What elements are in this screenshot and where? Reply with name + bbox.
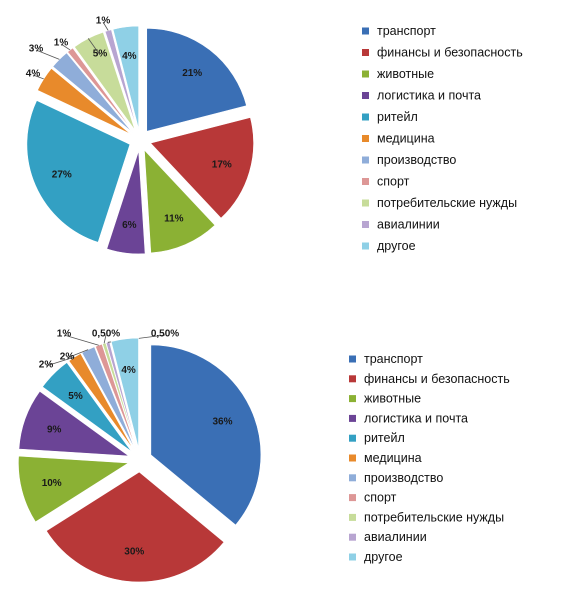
pie1-data-label: 3% — [29, 44, 44, 55]
pie2-legend-swatch — [349, 375, 356, 383]
pie1-legend-item: финансы и безопасность — [377, 46, 523, 60]
pie2-data-label: 36% — [212, 417, 232, 428]
pie2-data-label: 30% — [124, 547, 144, 558]
pie2-legend-item: потребительские нужды — [364, 510, 504, 524]
pie2-legend-item: логистика и почта — [364, 411, 468, 425]
pie1-slice-другое — [112, 25, 139, 130]
pie1-data-label: 4% — [26, 69, 41, 80]
pie1-legend-swatch — [362, 70, 369, 78]
pie1-legend-swatch — [362, 242, 369, 250]
pie2-legend-item: авиалинии — [364, 530, 427, 544]
pie2-data-label: 0,50% — [151, 329, 179, 340]
pie1-legend-item: другое — [377, 239, 416, 253]
pie1-legend-swatch — [362, 199, 369, 207]
pie1-slice-авиалинии — [104, 29, 138, 130]
pie1-data-label: 1% — [54, 38, 69, 49]
pie2-slice-логистика-и-почта — [18, 390, 130, 457]
pie1-legend-swatch — [362, 135, 369, 142]
pie1-data-label: 1% — [96, 16, 111, 27]
pie1-legend-swatch — [362, 156, 369, 164]
pie2-leader-line — [66, 349, 89, 359]
pie2-legend-item: животные — [364, 392, 421, 406]
pie2-leader-line — [45, 356, 75, 367]
pie1-legend-item: транспорт — [377, 24, 436, 38]
pie1-legend: транспорт финансы и безопасность животные л… — [362, 24, 523, 253]
pie2-legend-item: производство — [364, 471, 443, 485]
pie1-data-label: 4% — [122, 51, 137, 62]
pie1-legend-item: потребительские нужды — [377, 196, 517, 210]
pie1-slice-транспорт — [146, 28, 247, 132]
pie1-data-label: 27% — [52, 169, 72, 180]
pie2-data-label: 10% — [42, 478, 62, 489]
pie2-legend-swatch — [349, 434, 356, 442]
pie2-legend-swatch — [349, 533, 356, 541]
pie2-slice-медицина — [68, 353, 134, 451]
pie2-data-label: 9% — [47, 425, 62, 436]
pie2-legend-swatch — [349, 395, 356, 403]
pie1-legend-item: медицина — [377, 132, 435, 146]
pie2-legend-swatch — [349, 494, 356, 502]
pie2-data-label: 5% — [68, 391, 83, 402]
pie1-legend-swatch — [362, 27, 369, 35]
pie1-data-label: 11% — [164, 214, 184, 225]
pie1-legend-item: животные — [377, 67, 434, 81]
pie1-data-label: 6% — [122, 220, 137, 231]
pie1-legend-item: авиалинии — [377, 218, 440, 232]
pie2-legend-item: спорт — [364, 491, 397, 505]
pie2-data-label: 0,50% — [92, 329, 120, 340]
pie2-leader-line — [103, 334, 107, 344]
pie1-data-label: 17% — [212, 159, 232, 170]
pie2-data-label: 1% — [57, 329, 72, 340]
pie1-slice-логистика-и-почта — [106, 150, 146, 255]
pie1-data-label: 21% — [182, 68, 202, 79]
pie1-slice-ритейл — [26, 100, 131, 243]
pie2-legend-swatch — [349, 513, 356, 521]
pie2-legend: транспорт финансы и безопасность животные л… — [349, 352, 510, 564]
pie2-slice-финансы-и-безопасность — [45, 471, 225, 583]
pie2-leader-line — [63, 334, 99, 346]
pie1-slice-спорт — [67, 47, 134, 132]
pie1-legend-swatch — [362, 178, 369, 185]
pie2-legend-swatch — [349, 553, 356, 561]
pie2-data-label: 4% — [121, 365, 136, 376]
pie1-leader-line — [60, 43, 71, 51]
pie2-legend-swatch — [349, 355, 356, 363]
pie1-legend-item: спорт — [377, 175, 410, 189]
pie1-slice-финансы-и-безопасность — [149, 117, 254, 219]
pie1-leader-line — [87, 38, 101, 56]
pie2-data-label: 2% — [39, 360, 54, 371]
pie1-legend-item: ритейл — [377, 110, 418, 124]
pie1-leader-line — [102, 21, 109, 31]
pie-chart-1: 21% 17% 11% 6% 27% 4% 3% 1% 5% 1% 4% транспорт финан… — [26, 16, 523, 255]
pie2-legend-item: транспорт — [364, 352, 423, 366]
pie1-leader-line — [35, 49, 60, 60]
pie2-slice-транспорт — [150, 344, 262, 526]
pie2-legend-item: медицина — [364, 451, 422, 465]
pie2-legend-swatch — [349, 474, 356, 482]
pie1-slice-животные — [144, 149, 216, 254]
pie1-legend-swatch — [362, 113, 369, 121]
pie1-slice-медицина — [37, 68, 131, 135]
pie2-data-label: 2% — [60, 352, 75, 363]
pie2-slice-другое — [110, 337, 139, 449]
pie1-legend-item: логистика и почта — [377, 89, 481, 103]
pie2-legend-item: другое — [364, 550, 403, 564]
pie1-leader-line — [32, 74, 44, 80]
pie1-legend-item: производство — [377, 153, 456, 167]
pie2-legend-item: ритейл — [364, 431, 405, 445]
pie2-legend-item: финансы и безопасность — [364, 372, 510, 386]
pie2-slice-животные — [18, 455, 130, 523]
pie2-slice-ритейл — [42, 362, 132, 452]
pie2-legend-swatch — [349, 414, 356, 422]
pie1-data-label: 5% — [93, 49, 108, 60]
pie1-legend-swatch — [362, 221, 369, 228]
pie1-legend-swatch — [362, 92, 369, 99]
pie-chart-2: 36% 30% 10% 9% 5% 2% 2% 1% 0,50% 0,50% 4% транспорт… — [18, 329, 510, 583]
pie1-legend-swatch — [362, 49, 369, 56]
pie2-legend-swatch — [349, 454, 356, 462]
